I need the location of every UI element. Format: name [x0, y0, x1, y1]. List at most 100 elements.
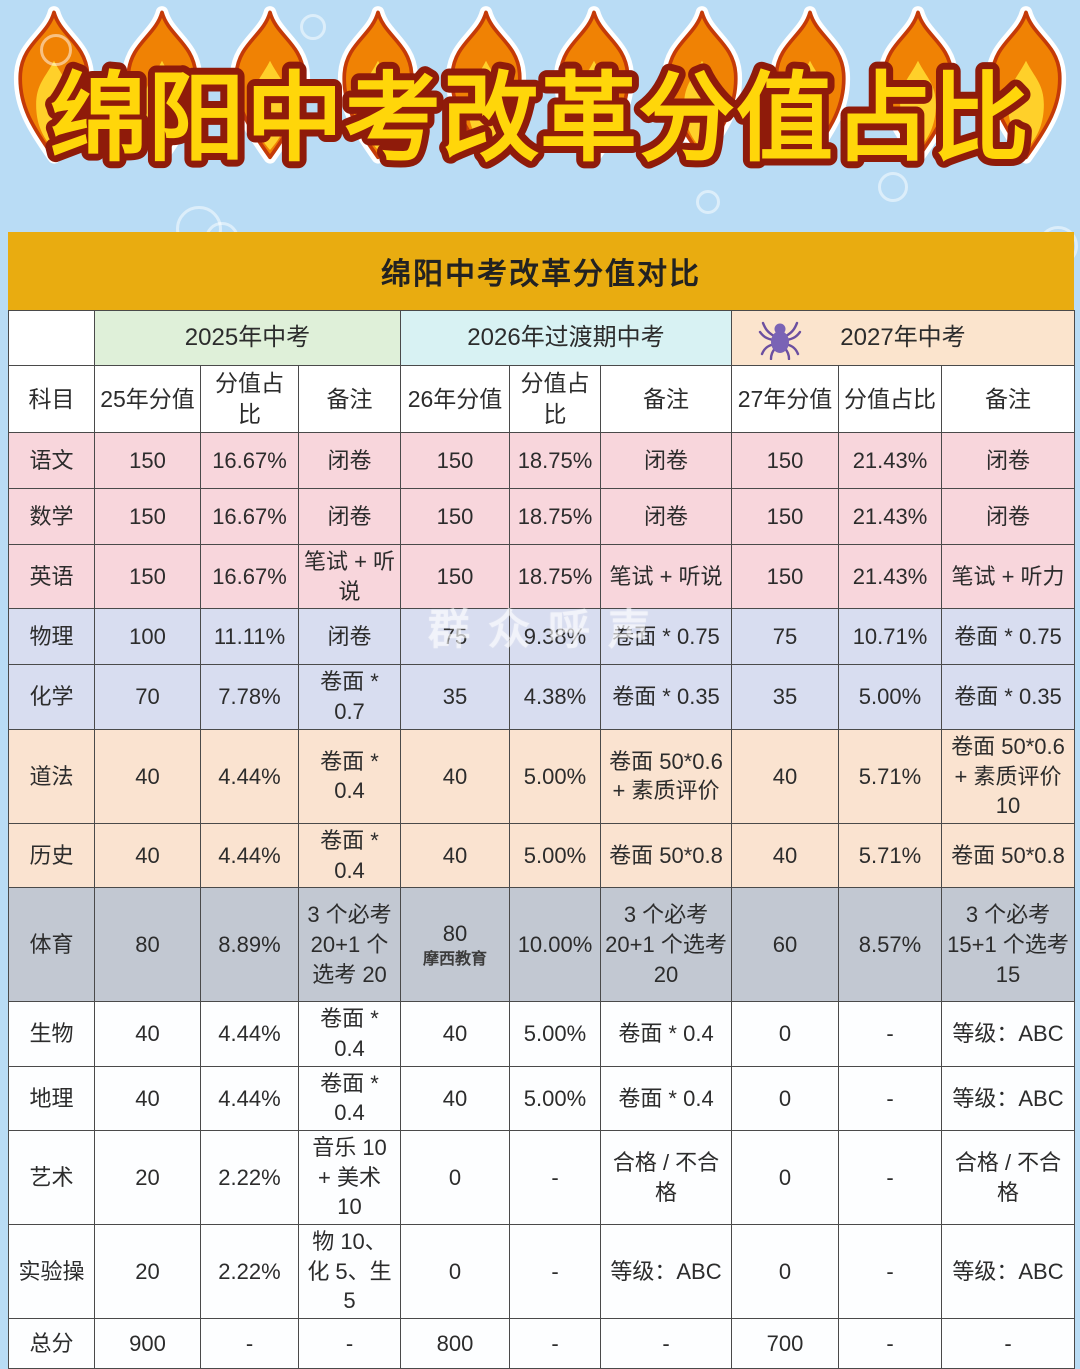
table-cell: - [509, 1318, 601, 1369]
flame-icon [323, 4, 433, 172]
table-cell: 0 [731, 1001, 839, 1067]
table-cell: 等级：ABC [600, 1224, 732, 1320]
table-cell: 2.22% [200, 1224, 299, 1320]
table-cell: 卷面 * 0.7 [298, 664, 401, 730]
table-cell: 4.44% [200, 728, 299, 824]
table-cell: 卷面 * 0.4 [298, 1065, 401, 1132]
subject-cell: 生物 [8, 1001, 95, 1067]
table-cell: 闭卷 [941, 432, 1075, 490]
table-cell: 18.75% [509, 432, 601, 490]
bubble-decoration [696, 190, 720, 214]
table-cell: 40 [94, 822, 201, 889]
column-header-row: 科目 25年分值 分值占比 备注 26年分值 分值占比 备注 27年分值 分值占… [8, 364, 1075, 434]
table-cell: 0 [731, 1130, 839, 1226]
table-cell: 笔试 + 听力 [941, 544, 1075, 610]
table-cell: 18.75% [509, 488, 601, 546]
table-cell: 40 [731, 822, 839, 889]
subject-cell: 地理 [8, 1065, 95, 1132]
table-cell: - [298, 1318, 401, 1369]
table-cell: 5.00% [838, 664, 942, 730]
table-cell: 21.43% [838, 432, 942, 490]
table-cell: 笔试 + 听说 [298, 544, 401, 610]
table-cell: 16.67% [200, 544, 299, 610]
table-cell: 4.44% [200, 1001, 299, 1067]
col-header-27-ratio: 分值占比 [838, 364, 942, 434]
table-body: 语文 150 16.67% 闭卷 150 18.75% 闭卷 150 21.43% 闭卷 数学 150… [8, 432, 1075, 1369]
table-cell: 5.00% [509, 1001, 601, 1067]
table-row: 体育 80 8.89% 3 个必考 20+1 个选考 20 80 摩西教育 10.00% 3 … [8, 887, 1075, 1003]
table-cell: 10.00% [509, 887, 601, 1003]
table-cell: 10.71% [838, 608, 942, 666]
table-cell: 8.57% [838, 887, 942, 1003]
table-cell: 150 [731, 432, 839, 490]
cell-watermark-text: 摩西教育 [422, 951, 487, 969]
col-header-26-ratio: 分值占比 [509, 364, 601, 434]
table-cell: 合格 / 不合格 [941, 1130, 1075, 1226]
table-cell: - [838, 1224, 942, 1320]
table-cell: - [200, 1318, 299, 1369]
table-row: 生物 40 4.44% 卷面 * 0.4 40 5.00% 卷面 * 0.4 0- 等级：ABC [8, 1001, 1075, 1067]
table-cell: 9.38% [509, 608, 601, 666]
table-cell: 4.38% [509, 664, 601, 730]
table-cell: - [838, 1130, 942, 1226]
col-header-subject: 科目 [8, 364, 95, 434]
subject-cell: 实验操 [8, 1224, 95, 1320]
subject-cell: 数学 [8, 488, 95, 546]
table-cell: 闭卷 [298, 488, 401, 546]
table-cell: 40 [731, 728, 839, 824]
table-cell: 150 [94, 544, 201, 610]
table-cell: 70 [94, 664, 201, 730]
table-cell: 40 [94, 1001, 201, 1067]
table-cell: 物 10、化 5、生 5 [298, 1224, 401, 1320]
table-cell: 40 [400, 822, 510, 889]
table-cell: 5.71% [838, 822, 942, 889]
table-cell: 100 [94, 608, 201, 666]
flame-icon [971, 4, 1080, 172]
table-cell: 0 [731, 1065, 839, 1132]
table-cell: 700 [731, 1318, 839, 1369]
table-cell: 闭卷 [298, 432, 401, 490]
table-cell: 150 [400, 488, 510, 546]
flame-icon [863, 4, 973, 172]
table-cell: 2.22% [200, 1130, 299, 1226]
table-cell: 卷面 * 0.4 [600, 1001, 732, 1067]
table-cell: 35 [400, 664, 510, 730]
table-cell: 闭卷 [600, 488, 732, 546]
table-row: 实验操 20 2.22% 物 10、化 5、生 5 0- 等级：ABC 0- 等级：ABC [8, 1224, 1075, 1320]
subject-cell: 道法 [8, 728, 95, 824]
table-cell: 40 [400, 1001, 510, 1067]
col-header-25-ratio: 分值占比 [200, 364, 299, 434]
table-cell: 卷面 * 0.4 [298, 1001, 401, 1067]
table-cell: 等级：ABC [941, 1065, 1075, 1132]
table-row: 道法 40 4.44% 卷面 * 0.4 40 5.00% 卷面 50*0.6 + 素质评价… [8, 728, 1075, 824]
table-row: 历史 40 4.44% 卷面 * 0.4 40 5.00% 卷面 50*0.8 40 5.71%… [8, 822, 1075, 889]
table-cell: 卷面 50*0.8 [941, 822, 1075, 889]
subject-cell: 化学 [8, 664, 95, 730]
table-cell: 80 摩西教育 [400, 887, 510, 1003]
table-title-banner: 绵阳中考改革分值对比 [8, 232, 1074, 310]
table-cell: 16.67% [200, 488, 299, 546]
subject-cell: 英语 [8, 544, 95, 610]
table-cell: - [509, 1224, 601, 1320]
table-cell: 3 个必考 20+1 个选考 20 [600, 887, 732, 1003]
table-cell: 卷面 50*0.6 + 素质评价 10 [941, 728, 1075, 824]
table-cell: 0 [400, 1130, 510, 1226]
table-cell: 音乐 10 + 美术 10 [298, 1130, 401, 1226]
col-header-25-score: 25年分值 [94, 364, 201, 434]
subject-cell: 语文 [8, 432, 95, 490]
table-cell: 40 [400, 1065, 510, 1132]
table-row: 数学 150 16.67% 闭卷 150 18.75% 闭卷 150 21.43% 闭卷 [8, 488, 1075, 546]
col-header-25-note: 备注 [298, 364, 401, 434]
flame-icon [755, 4, 865, 172]
table-cell: 卷面 * 0.35 [600, 664, 732, 730]
table-cell: - [838, 1001, 942, 1067]
group-header-row: 2025年中考 2026年过渡期中考 [8, 310, 1075, 366]
table-cell: 0 [400, 1224, 510, 1320]
table-cell: 11.11% [200, 608, 299, 666]
table-cell: 21.43% [838, 544, 942, 610]
subject-cell: 艺术 [8, 1130, 95, 1226]
flame-icon [107, 4, 217, 172]
table-row: 化学 70 7.78% 卷面 * 0.7 35 4.38% 卷面 * 0.35 35 5.00%… [8, 664, 1075, 730]
comparison-table-wrap: 2025年中考 2026年过渡期中考 [8, 310, 1075, 1369]
flame-icon [539, 4, 649, 172]
